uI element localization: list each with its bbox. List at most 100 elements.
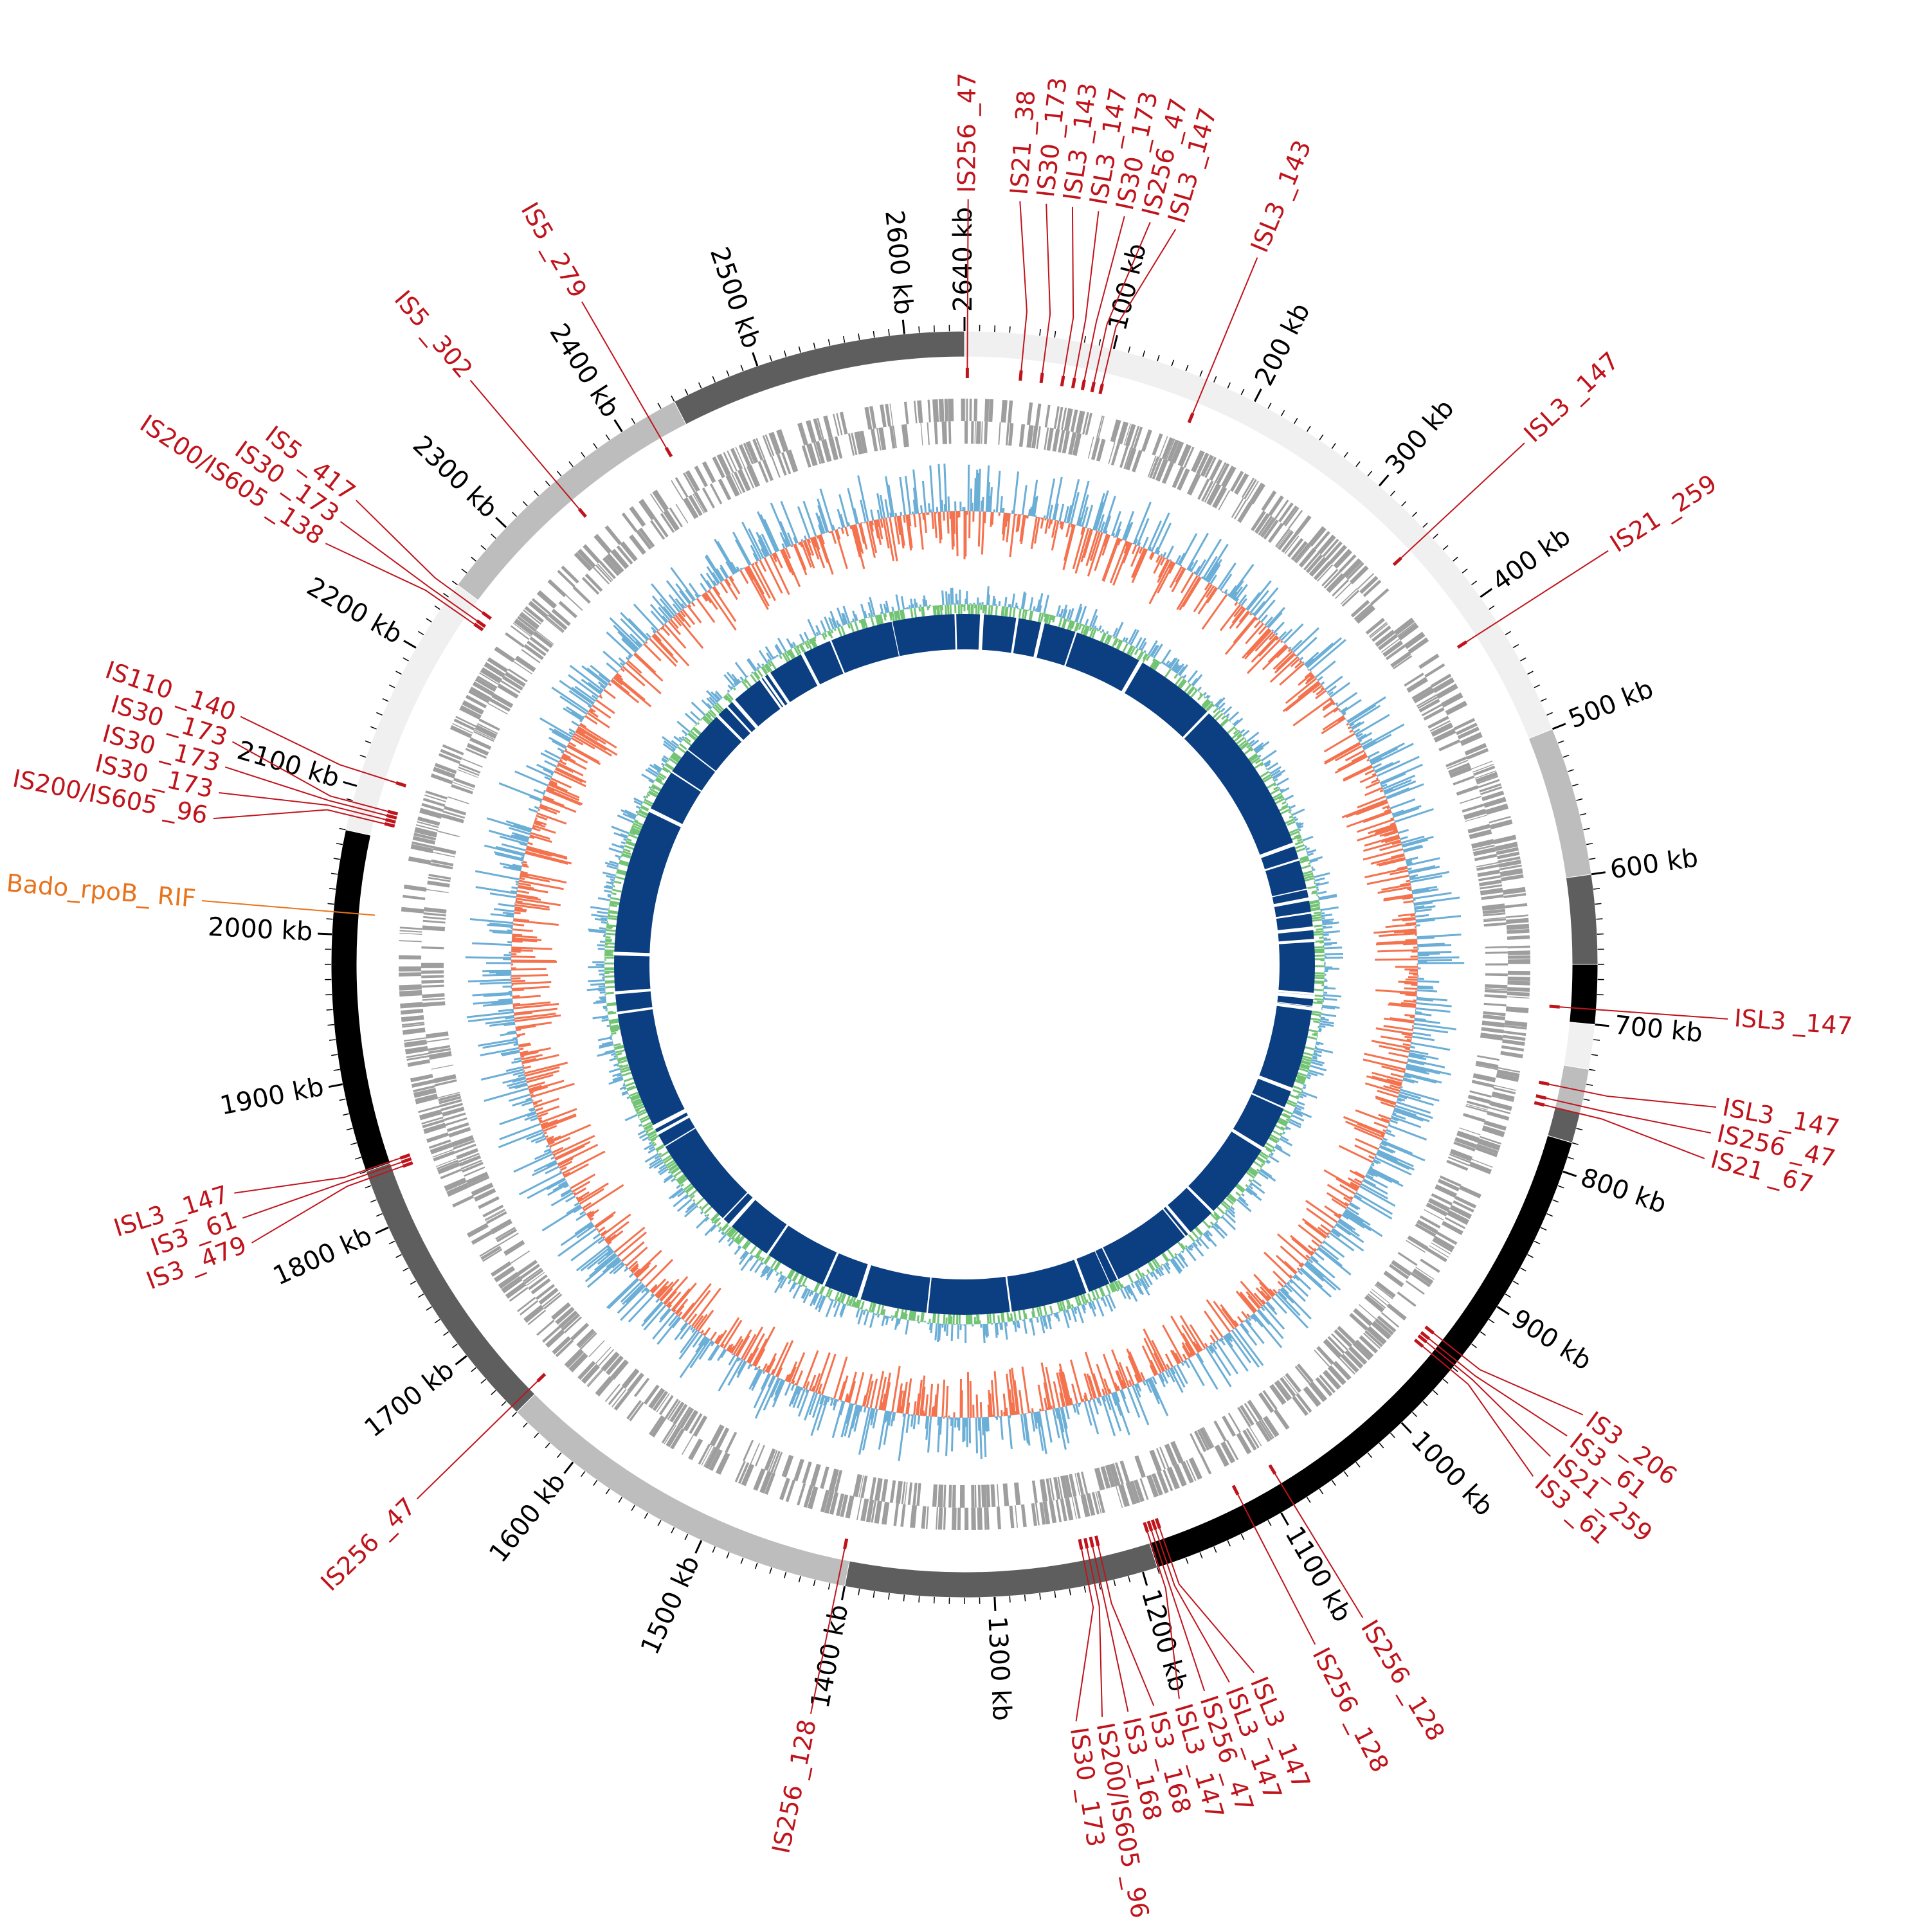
tick-label: 400 kb <box>1487 521 1576 597</box>
gc-bar <box>1354 1128 1382 1139</box>
minor-tick <box>799 347 801 353</box>
gc-bar <box>1381 785 1382 786</box>
skew-bar <box>1067 1310 1071 1321</box>
gc-bar <box>522 864 527 865</box>
gc-bar <box>1399 830 1409 833</box>
skew-bar <box>1005 597 1006 607</box>
gc-bar <box>1012 510 1013 514</box>
gc-bar <box>1210 1335 1215 1342</box>
minor-tick <box>545 1443 550 1448</box>
tick-label: 2400 kb <box>543 318 625 422</box>
skew-bar <box>1298 1094 1300 1095</box>
skew-bar <box>1161 1265 1162 1266</box>
skew-bar <box>1010 604 1011 608</box>
gc-bar <box>1310 671 1311 672</box>
gc-bar <box>1370 743 1404 761</box>
gc-bar <box>664 1277 687 1304</box>
gc-bar <box>942 500 943 512</box>
minor-tick <box>443 593 448 597</box>
minor-tick <box>1200 1552 1202 1558</box>
gc-bar <box>545 750 561 759</box>
skew-bar <box>701 1212 703 1214</box>
skew-bar <box>1294 819 1298 820</box>
minor-tick <box>481 1379 486 1384</box>
skew-bar <box>944 1313 945 1324</box>
gc-bar <box>1348 705 1375 723</box>
gc-bar <box>1359 740 1362 741</box>
cds-feature <box>1507 997 1529 998</box>
minor-tick <box>770 1567 772 1574</box>
tick-label: 1000 kb <box>1405 1425 1499 1522</box>
cds-feature <box>976 421 981 444</box>
cds-feature <box>904 402 909 424</box>
gc-bar <box>523 856 524 857</box>
skew-bar <box>1224 707 1231 714</box>
minor-tick <box>1589 1069 1595 1070</box>
gc-bar <box>979 511 980 546</box>
cds-feature <box>480 1246 501 1260</box>
minor-tick <box>1521 658 1526 661</box>
gc-bar <box>615 1227 645 1252</box>
cds-feature <box>1442 1221 1463 1235</box>
skew-bar <box>1051 1314 1052 1316</box>
minor-tick <box>1546 712 1552 715</box>
gc-bar <box>1253 1314 1263 1326</box>
cds-feature <box>1485 973 1508 977</box>
gc-bar <box>512 887 518 889</box>
skew-bar <box>1229 721 1230 722</box>
gc-bar <box>788 1362 797 1382</box>
gc-bar <box>932 1407 933 1417</box>
gc-bar <box>1391 1074 1404 1077</box>
gc-bar <box>1415 910 1432 912</box>
cds-feature <box>961 399 964 421</box>
minor-tick <box>365 1186 371 1187</box>
skew-bar <box>1135 649 1138 655</box>
major-tick <box>753 352 757 366</box>
cds-feature <box>984 399 990 422</box>
minor-tick <box>347 1128 353 1130</box>
contig-segment <box>1566 874 1598 964</box>
gc-bar <box>1290 647 1291 649</box>
cds-feature <box>1190 1433 1201 1454</box>
skew-bar <box>1245 1185 1247 1187</box>
gc-bar <box>604 690 615 699</box>
gc-bar <box>538 1118 541 1119</box>
gc-bar <box>512 987 550 989</box>
gc-bar <box>1382 1141 1412 1153</box>
gc-bar <box>1418 953 1440 954</box>
gc-bar <box>639 1279 640 1280</box>
gc-bar <box>738 1362 747 1378</box>
minor-tick <box>1433 1391 1438 1395</box>
gc-bar <box>595 1215 613 1228</box>
minor-tick <box>1368 471 1372 476</box>
gc-bar <box>997 471 1000 512</box>
minor-tick <box>426 1307 431 1310</box>
minor-tick <box>1534 1241 1540 1243</box>
gc-bar <box>1362 1181 1363 1182</box>
cds-feature <box>1485 984 1507 989</box>
gc-bar <box>569 732 574 735</box>
gc-bar <box>1242 1312 1247 1319</box>
gc-bar <box>1020 1390 1023 1414</box>
gc-bar <box>1132 545 1136 554</box>
cds-feature <box>503 1240 525 1256</box>
gc-bar <box>699 595 700 596</box>
cds-feature <box>422 985 444 988</box>
gc-bar <box>551 1157 554 1159</box>
gc-bar <box>536 1108 543 1110</box>
cds-feature <box>960 1485 965 1508</box>
gc-bar <box>659 629 660 630</box>
gc-bar <box>1046 1411 1051 1443</box>
gc-bar <box>534 807 539 808</box>
skew-bar <box>1037 1317 1038 1323</box>
cds-feature <box>400 926 422 930</box>
gc-bar <box>1163 552 1166 557</box>
gc-bar <box>1404 1001 1417 1002</box>
skew-bar <box>1145 651 1146 653</box>
gc-bar <box>622 1242 644 1261</box>
gc-bar <box>792 1384 794 1390</box>
gc-bar <box>980 1418 981 1459</box>
skew-bar <box>1292 1113 1293 1114</box>
gc-bar <box>1323 1242 1324 1243</box>
minor-tick <box>331 873 338 874</box>
